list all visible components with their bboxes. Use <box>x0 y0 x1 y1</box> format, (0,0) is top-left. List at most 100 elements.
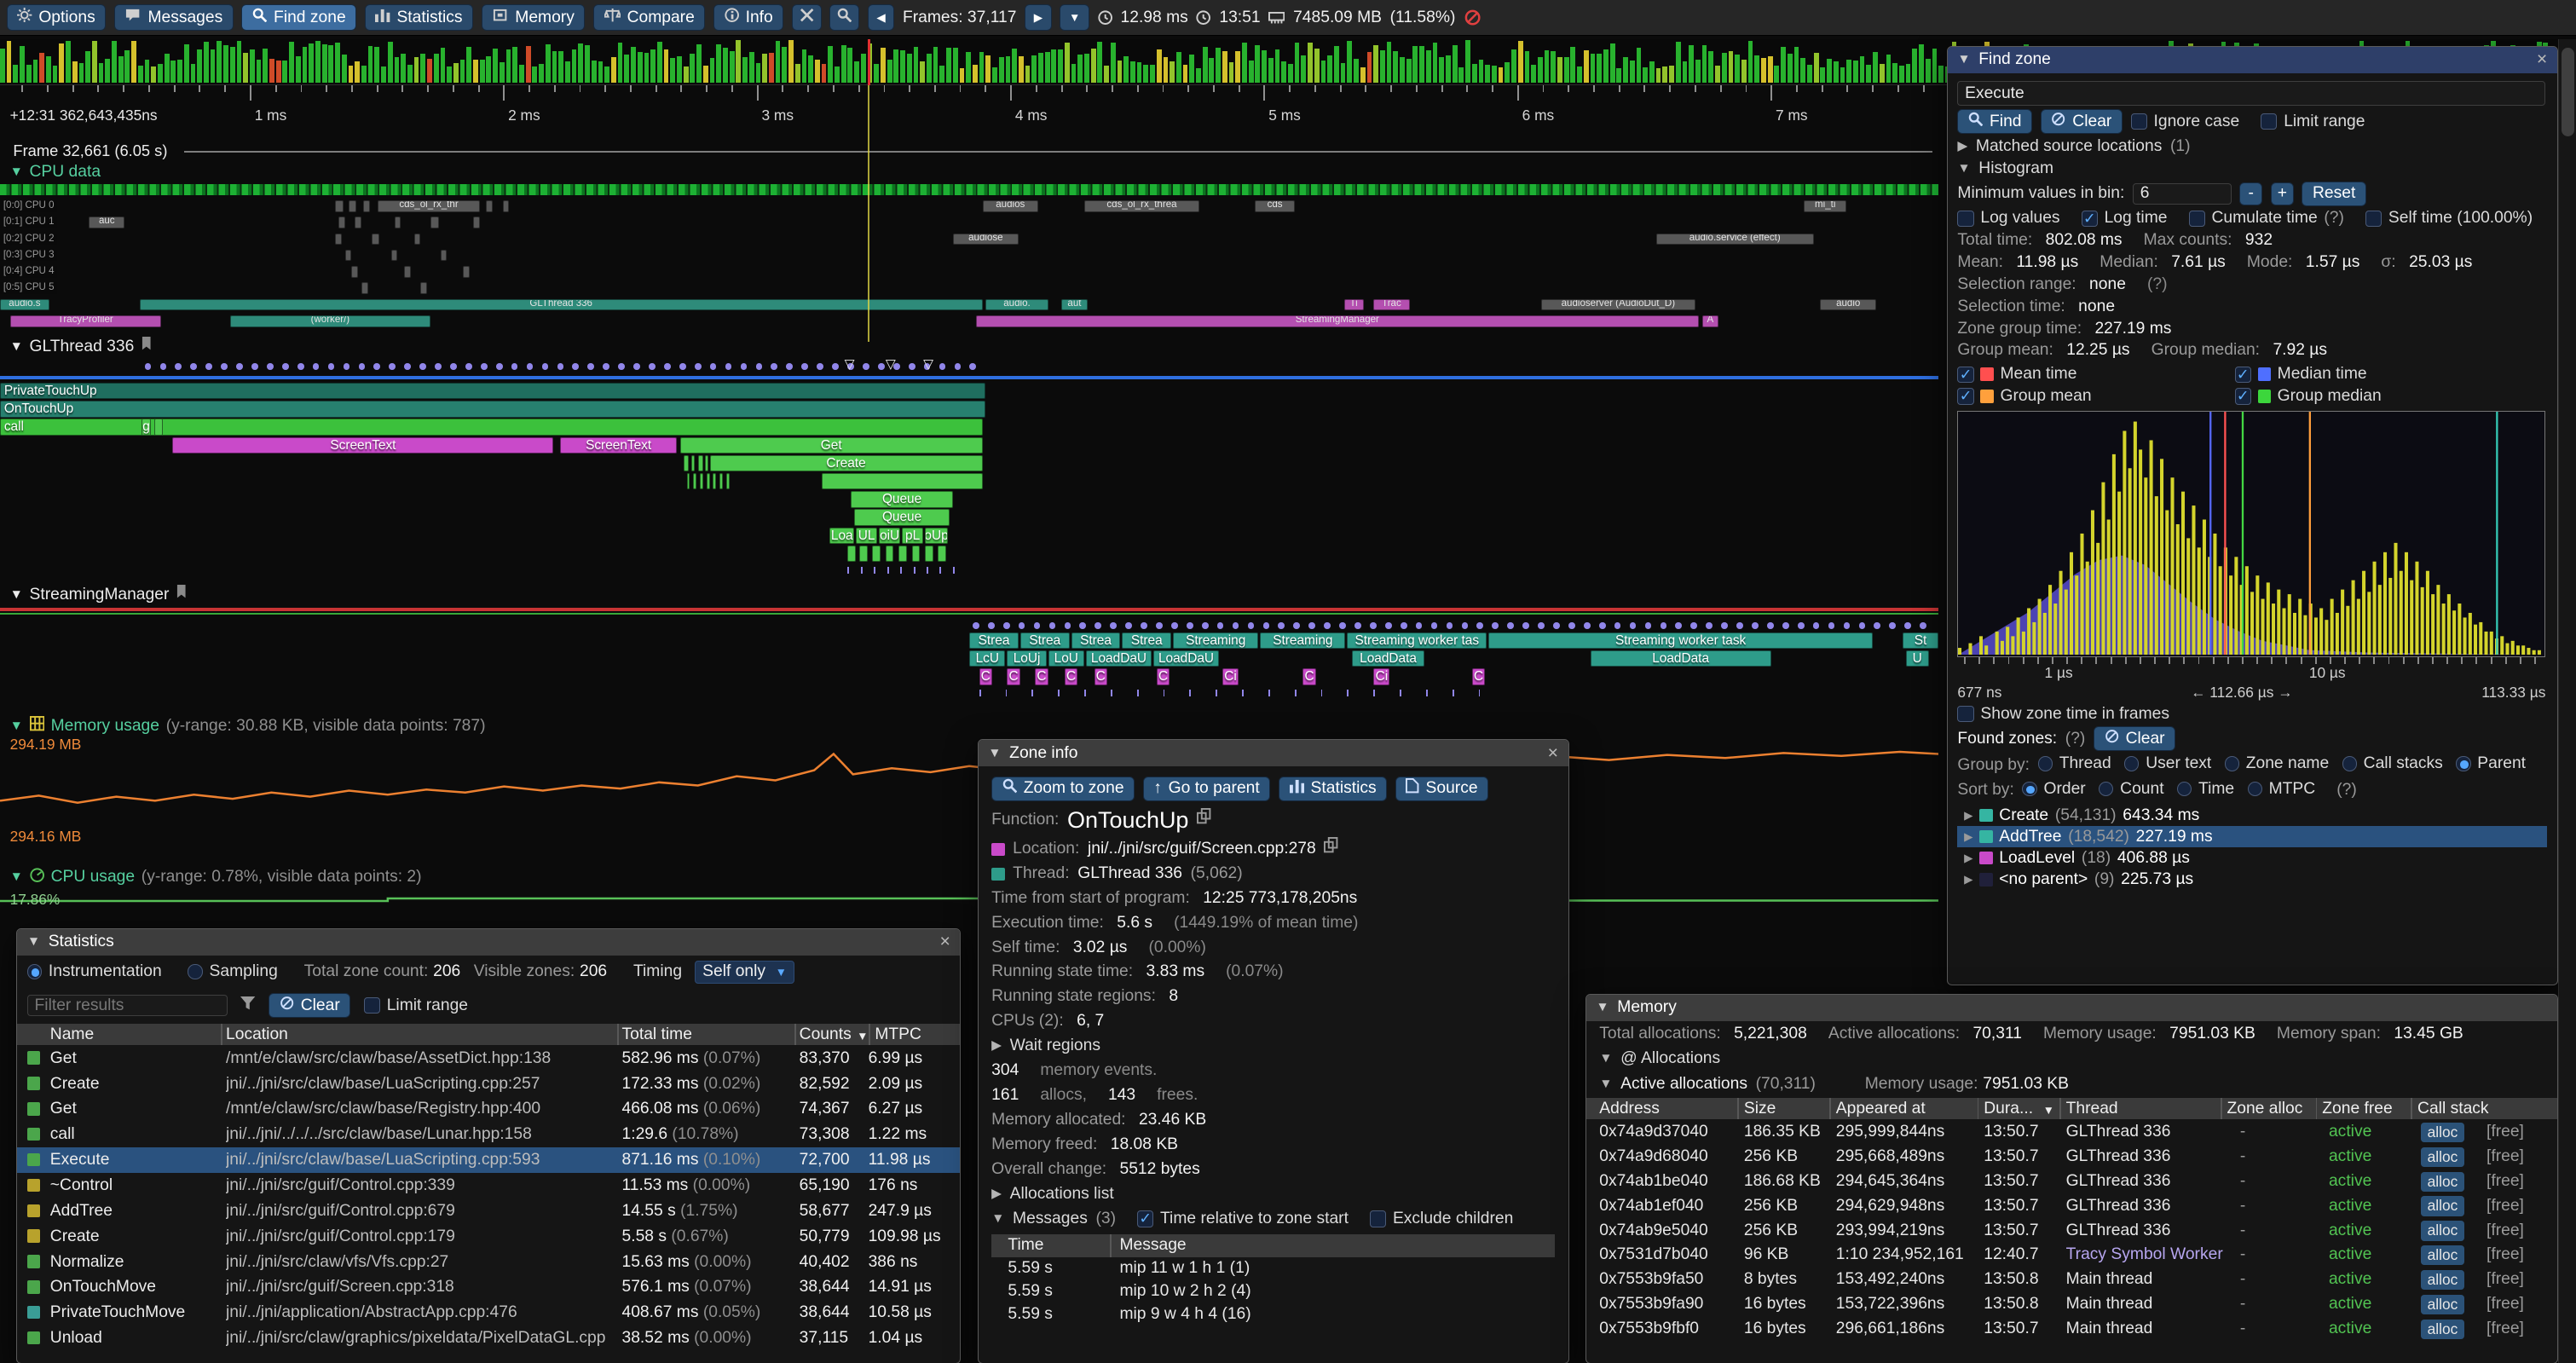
message-dot[interactable] <box>1690 622 1698 630</box>
message-dot[interactable] <box>1339 622 1346 630</box>
message-dot[interactable] <box>1278 622 1285 630</box>
zone[interactable]: ScreenText <box>560 436 678 453</box>
message-dot[interactable] <box>923 362 931 370</box>
limit-range-checkbox[interactable]: Limit range <box>2261 113 2365 131</box>
message-dot[interactable] <box>908 362 915 370</box>
statistics-row[interactable]: Create jni/../jni/src/guif/Control.cpp:17… <box>17 1224 960 1250</box>
message-dot[interactable] <box>587 362 595 370</box>
zone[interactable]: Strea <box>1071 632 1121 650</box>
filter-input[interactable] <box>26 994 228 1017</box>
zone[interactable] <box>683 454 689 472</box>
zone[interactable] <box>693 473 697 490</box>
message-dot[interactable] <box>1721 622 1728 630</box>
zone[interactable]: C <box>1471 668 1486 685</box>
message-dot[interactable] <box>817 362 823 370</box>
zone[interactable]: g <box>141 419 152 436</box>
message-dot[interactable] <box>1125 622 1132 630</box>
cpu-segment[interactable]: TracyProfiler <box>9 315 161 327</box>
message-dot[interactable] <box>709 362 717 370</box>
message-dot[interactable] <box>159 362 167 370</box>
cpu-segment[interactable]: GLThread 336 <box>139 298 983 311</box>
zone[interactable] <box>154 419 163 436</box>
find-button[interactable]: Find <box>1957 109 2033 135</box>
message-dot[interactable] <box>1843 622 1851 630</box>
memory-button[interactable]: Memory <box>481 4 586 32</box>
message-dot[interactable] <box>1324 622 1331 630</box>
message-dot[interactable] <box>312 362 320 370</box>
cpu-segment[interactable] <box>338 217 345 228</box>
message-dot[interactable] <box>1064 622 1071 630</box>
message-dot[interactable] <box>786 362 794 370</box>
radio-mtpc[interactable]: MTPC <box>2247 780 2315 799</box>
zone[interactable]: Streaming worker task <box>1488 632 1874 650</box>
limit-range-checkbox[interactable]: Limit range <box>363 996 468 1015</box>
cpu-segment[interactable] <box>335 200 344 212</box>
message-dot[interactable] <box>495 362 503 370</box>
message-dot[interactable] <box>1369 622 1377 630</box>
allocation-row[interactable]: 0x74a9d37040 186.35 KB 295,999,844ns 13:50.… <box>1586 1120 2557 1145</box>
radio-time[interactable]: Time <box>2177 780 2234 799</box>
zone-statistics-button[interactable]: Statistics <box>1278 776 1388 801</box>
cpu-segment[interactable] <box>355 217 361 228</box>
funnel-icon[interactable] <box>240 996 256 1015</box>
statistics-row[interactable]: OnTouchMove jni/../jni/src/guif/Screen.cp… <box>17 1274 960 1300</box>
statistics-row[interactable]: Normalize jni/../jni/src/claw/vfs/Vfs.cpp… <box>17 1250 960 1275</box>
matched-locations-expander[interactable]: ▶ Matched source locations (1) <box>1957 136 2191 155</box>
message-dot[interactable] <box>1874 622 1881 630</box>
allocation-row[interactable]: 0x74ab1ef040 256 KB 294,629,948ns 13:50.7 GL… <box>1586 1194 2557 1219</box>
zone[interactable]: UL <box>856 527 878 544</box>
cpu-segment[interactable]: cds_ol_rx_threa <box>1084 200 1199 212</box>
cpu-segment[interactable] <box>351 266 359 278</box>
collapse-arrow[interactable]: ▼ <box>9 586 23 602</box>
wait-regions-expander[interactable]: ▶ Wait regions <box>991 1037 1100 1055</box>
message-dot[interactable] <box>511 362 518 370</box>
cpu-segment[interactable]: audio.service (effect) <box>1655 233 1814 245</box>
message-dot[interactable] <box>1110 622 1117 630</box>
zone[interactable] <box>719 473 723 490</box>
find-zone-query-input[interactable] <box>1957 81 2546 107</box>
message-dot[interactable] <box>465 362 472 370</box>
radio-parent[interactable]: Parent <box>2456 754 2526 773</box>
message-dot[interactable] <box>1812 622 1820 630</box>
statistics-row[interactable]: Unload jni/../jni/src/claw/graphics/pixel… <box>17 1325 960 1351</box>
legend-item-mean-time[interactable]: ✓ Mean time <box>1957 365 2234 384</box>
zone[interactable]: OnTouchUp <box>0 401 986 418</box>
alloc-callstack-button[interactable]: alloc <box>2420 1245 2464 1266</box>
message-dot[interactable] <box>801 362 809 370</box>
instrumentation-radio[interactable]: Instrumentation <box>26 962 162 981</box>
zone[interactable] <box>925 545 933 563</box>
message-dot[interactable] <box>1660 622 1667 630</box>
message-dot[interactable] <box>1201 622 1209 630</box>
zone[interactable]: Create <box>709 454 983 472</box>
bookmark-icon[interactable] <box>141 337 152 356</box>
zone[interactable] <box>911 545 921 563</box>
zone[interactable]: LoadData <box>1352 650 1424 667</box>
message-dot[interactable] <box>1782 622 1789 630</box>
cpu-segment[interactable]: audioserver (AudioDut_D) <box>1540 298 1695 311</box>
message-dot[interactable] <box>1797 622 1805 630</box>
message-dot[interactable] <box>771 362 778 370</box>
zone[interactable] <box>725 473 730 490</box>
zone[interactable] <box>700 473 703 490</box>
cpu-segment[interactable] <box>420 282 428 294</box>
cumulate-time-checkbox[interactable]: Cumulate time (?) <box>2188 209 2344 228</box>
copy-icon[interactable] <box>1324 836 1338 862</box>
zone[interactable] <box>706 473 710 490</box>
message-dot[interactable] <box>1583 622 1591 630</box>
allocation-row[interactable]: 0x7531d7b040 96 KB 1:10 234,952,161 12:40.7… <box>1586 1243 2557 1268</box>
message-dot[interactable] <box>679 362 686 370</box>
cpu-segment[interactable]: Ti <box>1343 298 1364 311</box>
allocations-table-header[interactable]: Address Size Appeared at Dura... ▼ Threa… <box>1585 1096 2557 1120</box>
cpu-segment[interactable] <box>440 249 448 262</box>
zone[interactable]: C <box>979 668 993 685</box>
statistics-row[interactable]: Execute jni/../jni/src/claw/base/LuaScrip… <box>17 1147 961 1174</box>
message-dot[interactable] <box>144 362 152 370</box>
message-dot[interactable] <box>863 362 869 370</box>
cpu-segment[interactable] <box>463 266 471 278</box>
alloc-callstack-button[interactable]: alloc <box>2420 1270 2464 1291</box>
goto-frame-button[interactable] <box>829 4 860 32</box>
message-dot[interactable] <box>1675 622 1683 630</box>
message-dot[interactable] <box>297 362 304 370</box>
message-dot[interactable] <box>1568 622 1575 630</box>
zone[interactable]: Ci <box>1373 668 1390 685</box>
